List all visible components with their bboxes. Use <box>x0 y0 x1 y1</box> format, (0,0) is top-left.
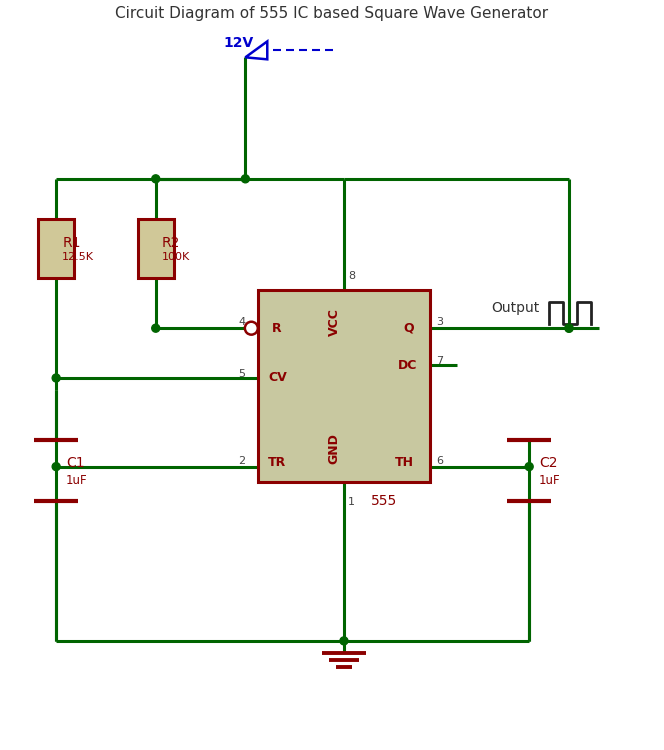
Text: R2: R2 <box>162 236 180 250</box>
Circle shape <box>565 324 573 332</box>
Text: 1uF: 1uF <box>539 474 561 487</box>
Bar <box>138 219 174 278</box>
Text: VCC: VCC <box>327 308 341 336</box>
Circle shape <box>525 463 533 470</box>
Text: 100K: 100K <box>162 253 190 262</box>
Circle shape <box>242 175 250 183</box>
Circle shape <box>565 324 573 332</box>
Text: 12.5K: 12.5K <box>62 253 94 262</box>
Text: 2: 2 <box>238 456 246 466</box>
Text: 8: 8 <box>348 272 355 281</box>
Text: C1: C1 <box>66 456 85 470</box>
Text: 4: 4 <box>238 317 246 327</box>
Text: 5: 5 <box>238 369 246 379</box>
Text: 1: 1 <box>348 497 355 508</box>
Text: C2: C2 <box>539 456 558 470</box>
Text: CV: CV <box>268 371 287 385</box>
Bar <box>39 219 74 278</box>
Text: Output: Output <box>491 302 540 315</box>
Text: TH: TH <box>394 456 414 470</box>
Circle shape <box>340 637 348 645</box>
Circle shape <box>52 374 60 382</box>
Text: TR: TR <box>268 456 287 470</box>
Text: Q: Q <box>403 322 414 334</box>
Circle shape <box>152 324 160 332</box>
Circle shape <box>52 463 60 470</box>
Text: 555: 555 <box>371 494 397 508</box>
Text: 7: 7 <box>436 356 444 366</box>
Text: 12V: 12V <box>224 37 254 50</box>
Text: 3: 3 <box>436 317 444 327</box>
Text: 1uF: 1uF <box>66 474 88 487</box>
Circle shape <box>245 322 258 334</box>
Text: R: R <box>272 322 282 334</box>
Bar <box>258 290 430 482</box>
Text: GND: GND <box>327 433 341 464</box>
Circle shape <box>152 175 160 183</box>
Text: R1: R1 <box>62 236 80 250</box>
Text: Circuit Diagram of 555 IC based Square Wave Generator: Circuit Diagram of 555 IC based Square W… <box>116 6 548 21</box>
Text: 6: 6 <box>436 456 444 466</box>
Text: DC: DC <box>398 358 418 371</box>
